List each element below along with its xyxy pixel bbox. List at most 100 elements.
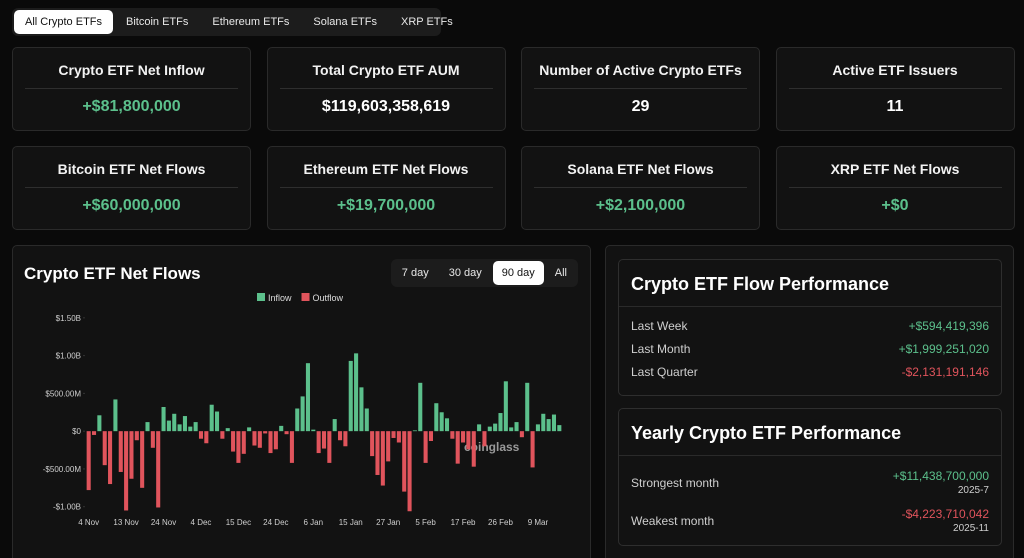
stat-label: Ethereum ETF Net Flows — [303, 161, 469, 177]
bar — [172, 413, 177, 432]
x-tick-label: 17 Feb — [451, 518, 476, 527]
y-tick-label: -$1.00B — [53, 503, 81, 512]
bar — [129, 431, 134, 479]
bar — [386, 431, 391, 462]
bar — [412, 430, 417, 432]
bar — [316, 431, 321, 454]
y-tick-label: -$500.00M — [43, 465, 82, 474]
stat-value: $119,603,358,619 — [321, 98, 451, 115]
row-value: -$2,131,191,146 — [901, 365, 989, 379]
bar — [150, 431, 155, 448]
divider — [25, 187, 238, 188]
bar — [263, 431, 268, 434]
bar — [182, 416, 187, 432]
bar — [118, 431, 123, 472]
x-tick-label: 27 Jan — [376, 518, 400, 527]
range-button[interactable]: All — [554, 267, 567, 279]
row-value: -$4,223,710,042 — [901, 507, 989, 521]
bar — [166, 420, 171, 432]
stat-value: +$60,000,000 — [82, 197, 181, 214]
range-button[interactable]: 90 day — [492, 261, 544, 285]
row-label: Last Week — [631, 319, 688, 333]
bar — [461, 431, 466, 443]
bar — [289, 431, 294, 463]
bar — [97, 415, 102, 432]
x-tick-label: 5 Feb — [415, 518, 436, 527]
bar — [455, 431, 460, 464]
bar — [535, 424, 540, 432]
legend-label: Inflow — [268, 293, 292, 303]
y-tick-label: $1.50B — [56, 314, 81, 323]
y-tick-label: $1.00B — [56, 352, 81, 361]
bar — [279, 425, 284, 432]
bar — [140, 431, 145, 488]
performance-card: Yearly Crypto ETF Performance Strongest m… — [618, 408, 1002, 546]
bar — [102, 431, 107, 466]
tab[interactable]: XRP ETFs — [401, 16, 453, 28]
divider — [279, 88, 493, 89]
tab[interactable]: All Crypto ETFs — [14, 10, 114, 34]
range-button[interactable]: 30 day — [448, 267, 482, 279]
stat-label: Number of Active Crypto ETFs — [539, 62, 742, 78]
stat-card: Active ETF Issuers 11 — [775, 47, 1015, 131]
bar — [434, 403, 439, 432]
x-tick-label: 24 Nov — [151, 518, 176, 527]
performance-title: Crypto ETF Flow Performance — [631, 274, 890, 294]
tab-bar: All Crypto ETFs Bitcoin ETFs Ethereum ETFs… — [12, 8, 453, 36]
bar — [305, 363, 310, 432]
range-selector: 7 day 30 day 90 day All — [390, 259, 578, 287]
bar — [284, 431, 289, 435]
bar — [498, 413, 503, 432]
stat-card: Ethereum ETF Net Flows +$19,700,000 — [266, 146, 506, 230]
stat-value: +$19,700,000 — [336, 197, 436, 214]
tab[interactable]: Solana ETFs — [313, 16, 377, 28]
bar — [273, 431, 278, 450]
x-tick-label: 4 Nov — [78, 518, 99, 527]
bar — [407, 431, 412, 512]
divider — [279, 187, 493, 188]
bar — [209, 404, 214, 432]
bar — [177, 424, 182, 432]
bar — [551, 414, 557, 432]
stat-card: XRP ETF Net Flows +$0 — [775, 146, 1015, 230]
range-button[interactable]: 7 day — [401, 267, 429, 279]
row-label: Weakest month — [631, 514, 715, 528]
bar — [487, 426, 492, 432]
bar — [343, 431, 348, 447]
performance-panel: Crypto ETF Flow Performance Last Week +$59… — [605, 245, 1014, 558]
bar — [423, 431, 428, 463]
row-value: +$11,438,700,000 — [892, 469, 989, 483]
row-label: Last Quarter — [631, 365, 698, 379]
x-tick-label: 6 Jan — [304, 518, 324, 527]
bar — [231, 431, 236, 452]
bar — [359, 387, 364, 432]
stat-value: +$81,800,000 — [82, 98, 181, 115]
x-tick-label: 4 Dec — [191, 518, 212, 527]
bar — [444, 418, 450, 432]
bar — [193, 422, 198, 432]
stat-card: Crypto ETF Net Inflow +$81,800,000 — [12, 47, 251, 131]
bar — [354, 353, 359, 432]
bar — [236, 431, 241, 463]
x-tick-label: 15 Jan — [339, 518, 363, 527]
bar — [396, 431, 401, 443]
bar — [247, 427, 252, 432]
stat-card: Total Crypto ETF AUM $119,603,358,619 — [266, 47, 506, 131]
stat-label: Crypto ETF Net Inflow — [58, 62, 205, 78]
x-tick-label: 13 Nov — [113, 518, 138, 527]
bar — [108, 431, 113, 485]
bar — [530, 431, 535, 468]
bar — [380, 431, 385, 486]
tab[interactable]: Ethereum ETFs — [212, 16, 290, 28]
divider — [788, 187, 1002, 188]
divider — [619, 306, 1001, 307]
tab[interactable]: Bitcoin ETFs — [126, 16, 189, 28]
bar — [370, 431, 375, 457]
bar — [268, 431, 273, 454]
bar — [514, 422, 519, 432]
bar — [541, 413, 546, 432]
x-tick-label: 26 Feb — [488, 518, 513, 527]
bar — [241, 431, 246, 454]
bar — [519, 431, 524, 438]
row-label: Last Month — [631, 342, 691, 356]
